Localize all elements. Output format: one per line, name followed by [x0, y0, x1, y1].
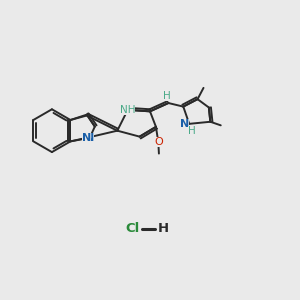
Text: NH: NH: [120, 105, 136, 115]
Text: N: N: [82, 133, 92, 143]
Text: N: N: [85, 133, 94, 143]
Text: Cl: Cl: [125, 222, 139, 235]
Text: H: H: [163, 91, 171, 100]
Text: O: O: [154, 137, 163, 147]
Text: H: H: [188, 126, 196, 136]
Text: H: H: [158, 222, 169, 235]
Text: N: N: [180, 119, 189, 129]
